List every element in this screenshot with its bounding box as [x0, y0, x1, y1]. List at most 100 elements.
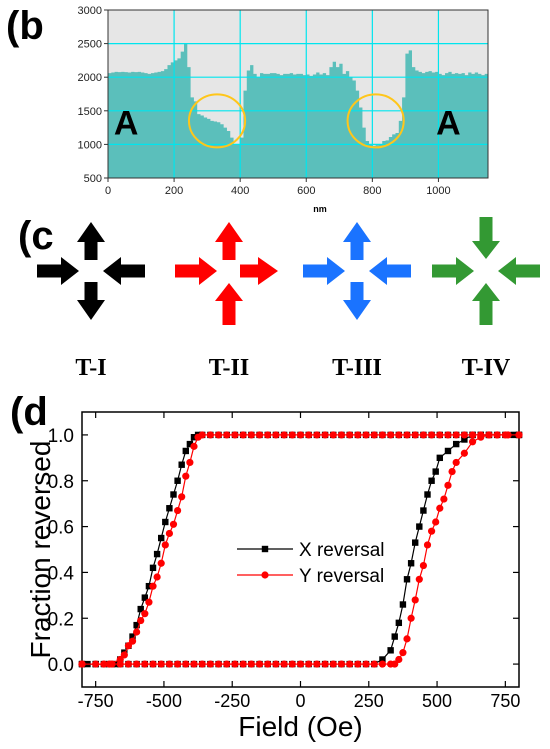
data-point [141, 594, 149, 601]
x-tick-label: 0 [105, 185, 111, 197]
data-point [153, 550, 161, 558]
highlight-circle [346, 93, 405, 149]
data-point [419, 431, 428, 439]
data-point [515, 431, 523, 439]
data-point [329, 660, 337, 668]
height-profile-chart: 500 1000 1500 2000 2500 3000 0 200 400 600 800 1000… [78, 5, 489, 214]
data-point [444, 431, 452, 439]
data-point [362, 660, 370, 668]
data-point [264, 660, 272, 668]
data-point [280, 431, 288, 439]
data-point [178, 493, 186, 501]
arrow-in-shape [369, 257, 411, 285]
region-annotation: A [436, 104, 461, 142]
x-tick-label: 750 [490, 691, 520, 711]
vertex-arrow-diagram: T-I T-II T-III T-IV [37, 217, 540, 381]
data-point [182, 472, 190, 480]
arrow-in-shape [498, 257, 540, 285]
data-point [423, 541, 432, 549]
data-point [124, 642, 133, 650]
data-point [186, 458, 194, 467]
data-point [432, 518, 440, 526]
data-point [440, 495, 448, 503]
data-point [182, 447, 189, 455]
y-tick-label: 3000 [78, 5, 102, 17]
data-point [420, 507, 427, 514]
data-point [305, 660, 313, 668]
x-tick-label: -500 [146, 691, 182, 711]
legend-marker [261, 545, 269, 553]
data-point [105, 660, 113, 668]
data-point [239, 431, 247, 439]
data-point [141, 660, 149, 668]
x-tick-label: 1000 [426, 185, 450, 197]
data-point [133, 628, 141, 636]
data-point [337, 660, 346, 668]
y-tick-label: 2500 [78, 39, 102, 51]
region-annotation: A [114, 104, 139, 142]
data-point [166, 505, 173, 512]
data-point [477, 431, 485, 439]
y-tick-label: 1000 [78, 139, 102, 151]
data-point [399, 649, 407, 657]
data-point [395, 431, 403, 439]
data-point [452, 458, 460, 467]
x-tick-label: 250 [354, 691, 384, 711]
y-tick-label: 0.4 [48, 563, 75, 584]
data-point [190, 660, 198, 668]
y-axis-title: Fraction reversed [25, 441, 56, 659]
vertex-label-t1: T-I [75, 355, 106, 381]
data-point [378, 431, 387, 439]
data-point [403, 635, 411, 643]
x-tick-label: 200 [165, 185, 183, 197]
data-point [255, 431, 264, 439]
data-point [149, 582, 157, 590]
data-point [452, 440, 460, 448]
data-point [149, 660, 157, 668]
vertex-t1 [37, 222, 145, 320]
arrow-out-shape [343, 282, 371, 320]
data-point [158, 534, 165, 542]
data-point [190, 434, 198, 441]
data-point [395, 619, 403, 627]
data-point [280, 660, 288, 668]
data-point [452, 431, 460, 439]
data-point [149, 564, 157, 572]
arrow [215, 283, 243, 325]
data-point [407, 614, 415, 622]
data-point [182, 660, 190, 668]
data-point [411, 596, 419, 604]
data-point [337, 431, 346, 439]
arrow-in-shape [472, 283, 500, 325]
data-point [141, 610, 149, 618]
series-y [78, 431, 523, 668]
data-point [460, 431, 468, 439]
legend-label: Y reversal [299, 566, 384, 587]
y-tick-label: 1.0 [48, 426, 74, 447]
x-tick-label: -750 [78, 691, 114, 711]
data-point [424, 491, 431, 498]
data-point [214, 660, 223, 668]
data-point [173, 506, 182, 515]
data-point [501, 431, 509, 439]
y-tick-label: 500 [84, 173, 102, 185]
arrow-in-shape [37, 257, 79, 285]
data-point [178, 461, 185, 468]
arrow-in-shape [472, 217, 500, 259]
data-point [124, 660, 133, 668]
data-point [313, 660, 321, 668]
data-point [145, 582, 153, 590]
data-point [214, 431, 223, 439]
data-point [399, 601, 407, 608]
data-point [313, 431, 321, 439]
data-point [428, 527, 436, 535]
data-point [296, 660, 305, 668]
data-point [288, 431, 296, 439]
y-tick-label: 0.6 [48, 518, 74, 539]
data-point [415, 575, 423, 583]
data-point [403, 431, 411, 439]
data-point [186, 440, 194, 448]
data-point [444, 447, 452, 455]
x-tick-label: 400 [231, 185, 249, 197]
x-tick-label: 0 [295, 691, 305, 711]
